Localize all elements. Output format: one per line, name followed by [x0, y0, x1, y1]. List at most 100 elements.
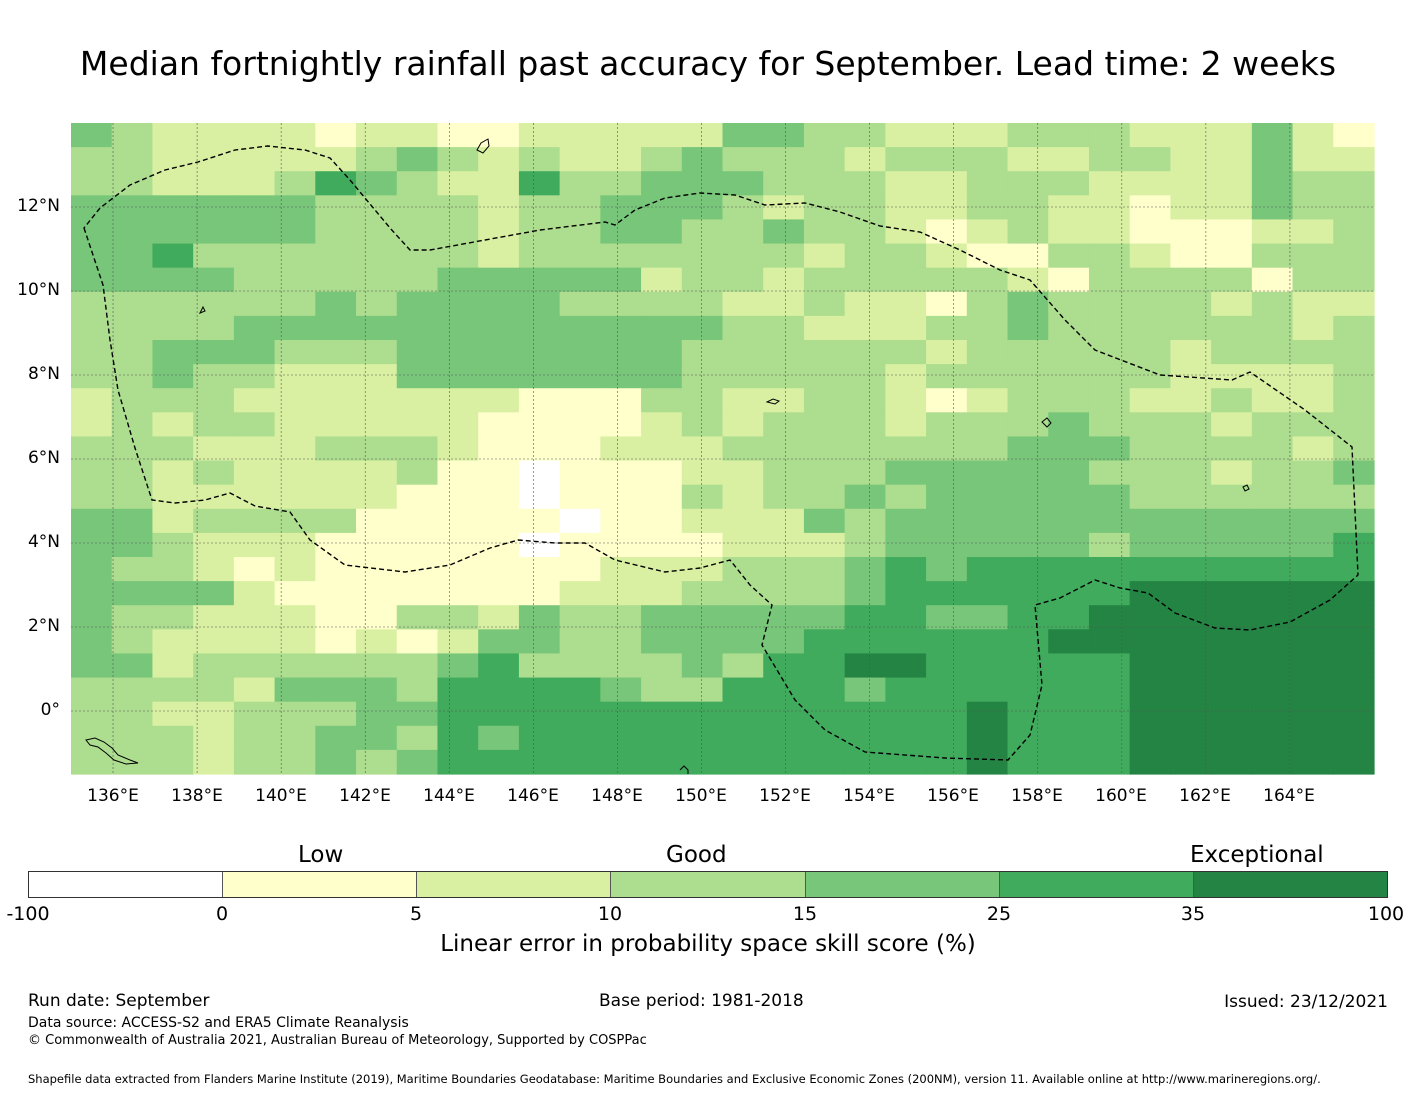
skill-cell	[356, 364, 398, 389]
skill-cell	[111, 291, 154, 317]
skill-cell	[1292, 508, 1334, 534]
skill-cell	[233, 364, 276, 389]
skill-cell	[559, 508, 601, 534]
skill-cell	[396, 340, 439, 365]
skill-cell	[803, 412, 846, 438]
skill-cell	[396, 243, 439, 269]
skill-cell	[111, 557, 154, 582]
skill-cell	[1251, 364, 1294, 389]
skill-cell	[844, 629, 886, 655]
skill-cell	[1007, 243, 1049, 269]
skill-cell	[152, 267, 194, 293]
skill-cell	[641, 412, 683, 438]
skill-cell	[315, 291, 357, 317]
skill-cell	[71, 557, 113, 582]
skill-cell	[803, 219, 846, 245]
skill-cell	[1170, 557, 1212, 582]
skill-cell	[274, 436, 316, 462]
issued-date: Issued: 23/12/2021	[1224, 992, 1388, 1012]
skill-cell	[437, 557, 479, 582]
skill-cell	[315, 243, 357, 269]
skill-cell	[193, 195, 235, 221]
skill-cell	[396, 581, 439, 606]
skill-cell	[803, 677, 846, 703]
skill-cell	[722, 436, 764, 462]
skill-cell	[1129, 340, 1172, 365]
skill-cell	[1088, 557, 1131, 582]
skill-cell	[111, 605, 154, 630]
skill-cell	[681, 147, 724, 172]
lon-label-158e: 158°E	[1011, 786, 1063, 806]
skill-cell	[844, 267, 886, 293]
skill-cell	[600, 315, 642, 341]
skill-cell	[274, 460, 316, 486]
skill-cell	[315, 557, 357, 582]
skill-cell	[600, 581, 642, 606]
skill-cell	[641, 581, 683, 606]
skill-cell	[356, 725, 398, 751]
skill-cell	[356, 243, 398, 269]
skill-cell	[315, 388, 357, 413]
skill-cell	[1088, 629, 1131, 655]
skill-cell	[1170, 340, 1212, 365]
skill-cell	[1048, 243, 1090, 269]
skill-cell	[844, 412, 886, 438]
skill-cell	[193, 412, 235, 438]
skill-cell	[111, 508, 154, 534]
skill-cell	[478, 291, 520, 317]
skill-cell	[1251, 147, 1294, 172]
skill-cell	[1088, 701, 1131, 727]
skill-cell	[71, 629, 113, 655]
skill-cell	[478, 484, 520, 510]
skill-cell	[1088, 436, 1131, 462]
skill-cell	[966, 291, 1009, 317]
skill-cell	[600, 340, 642, 365]
lon-label-144e: 144°E	[423, 786, 475, 806]
skill-cell	[233, 436, 276, 462]
colorbar-tick: 15	[792, 903, 818, 925]
skill-cell	[1048, 315, 1090, 341]
skill-cell	[1251, 508, 1294, 534]
skill-cell	[111, 532, 154, 558]
skill-cell	[1211, 653, 1253, 679]
skill-cell	[233, 412, 276, 438]
skill-cell	[274, 629, 316, 655]
skill-cell	[1333, 267, 1375, 293]
skill-cell	[926, 629, 968, 655]
skill-cell	[1292, 267, 1334, 293]
skill-cell	[518, 364, 561, 389]
skill-cell	[1333, 243, 1375, 269]
skill-cell	[233, 388, 276, 413]
png-islands	[85, 737, 139, 765]
skill-cell	[152, 171, 194, 196]
skill-cell	[1007, 388, 1049, 413]
skill-cell	[1007, 195, 1049, 221]
skill-cell	[1211, 532, 1253, 558]
skill-cell	[437, 147, 479, 172]
skill-cell	[518, 605, 561, 630]
skill-cell	[1088, 243, 1131, 269]
skill-cell	[152, 605, 194, 630]
skill-cell	[844, 243, 886, 269]
skill-cell	[1211, 340, 1253, 365]
skill-cell	[722, 677, 764, 703]
skill-cell	[1129, 605, 1172, 630]
skill-cell	[193, 484, 235, 510]
skill-cell	[1129, 701, 1172, 727]
skill-cell	[600, 171, 642, 196]
skill-cell	[722, 557, 764, 582]
skill-cell	[71, 147, 113, 172]
skill-cell	[478, 725, 520, 751]
skill-cell	[1129, 123, 1172, 148]
skill-cell	[1333, 364, 1375, 389]
colorbar-tick: -100	[6, 903, 50, 925]
skill-cell	[1048, 267, 1090, 293]
skill-cell	[111, 340, 154, 365]
skill-cell	[315, 412, 357, 438]
skill-cell	[966, 605, 1009, 630]
skill-cell	[1048, 219, 1090, 245]
skill-cell	[681, 315, 724, 341]
skill-cell	[1007, 436, 1049, 462]
colorbar-label: Linear error in probability space skill …	[440, 931, 976, 957]
skill-cell	[966, 508, 1009, 534]
